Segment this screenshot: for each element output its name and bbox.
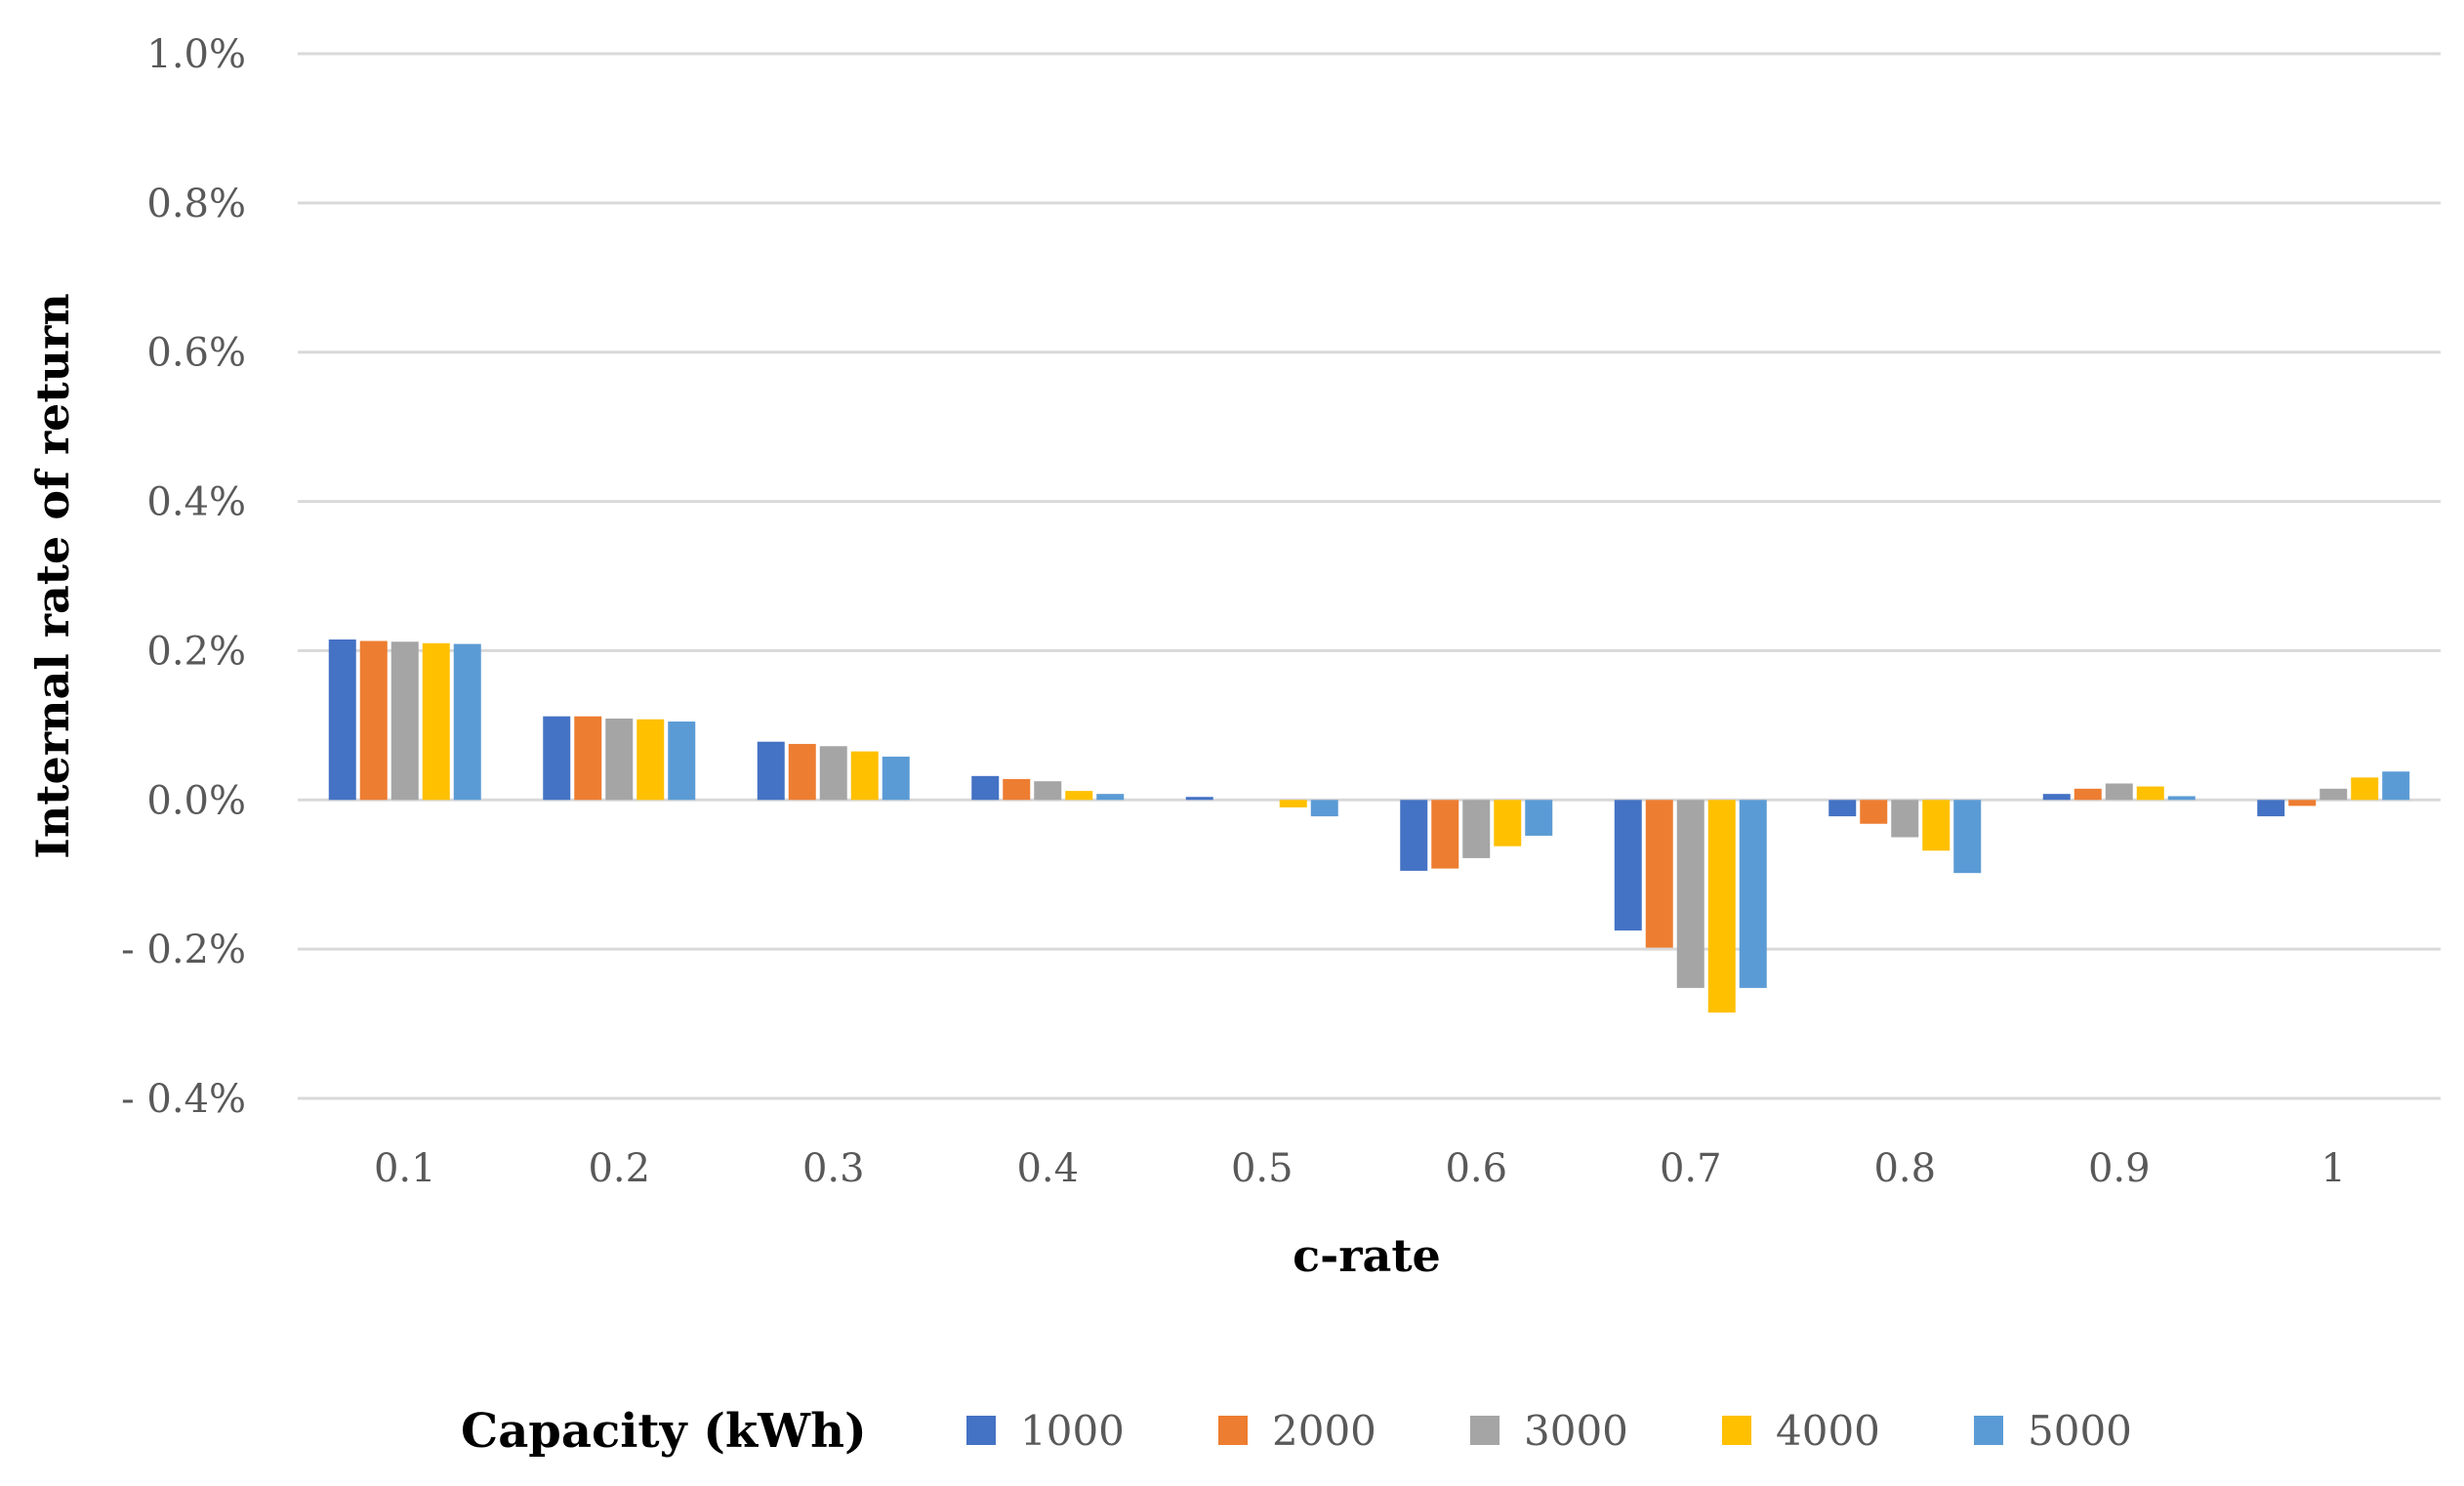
bar-2000-0.1	[359, 640, 388, 801]
bar-2000-0.2	[574, 716, 602, 801]
legend-label-4000: 4000	[1776, 1407, 1880, 1455]
bar-4000-0.8	[1922, 800, 1951, 851]
bar-4000-1	[2351, 777, 2379, 801]
bar-3000-0.3	[819, 746, 847, 801]
y-tick-label: 0.8%	[146, 182, 246, 227]
bars	[328, 639, 2410, 1013]
x-tick-labels: 0.1 0.2 0.3 0.4 0.5 0.6 0.7 0.8 0.9 1	[374, 1146, 2346, 1191]
bar-5000-0.5	[1310, 800, 1338, 817]
bar-2000-0.4	[1003, 778, 1031, 801]
x-tick-label: 0.7	[1660, 1146, 1722, 1191]
bar-1000-0.2	[543, 716, 571, 801]
bar-5000-0.7	[1739, 800, 1767, 988]
gridlines	[298, 52, 2441, 1100]
bar-1000-0.1	[328, 639, 356, 801]
bar-5000-1	[2382, 771, 2410, 801]
bar-4000-0.4	[1065, 791, 1093, 801]
bar-4000-0.6	[1494, 800, 1522, 846]
bar-3000-0.6	[1462, 800, 1491, 858]
bar-4000-0.5	[1279, 800, 1307, 807]
bar-2000-1	[2288, 800, 2317, 806]
y-tick-label: 0.0%	[146, 778, 246, 823]
y-tick-label: - 0.2%	[121, 928, 246, 972]
x-tick-label: 0.6	[1445, 1146, 1507, 1191]
y-tick-labels: 1.0% 0.8% 0.6% 0.4% 0.2% 0.0% - 0.2% - 0.4%	[121, 32, 246, 1122]
bar-1000-0.4	[971, 775, 1000, 801]
bar-1000-0.3	[757, 741, 785, 801]
y-tick-label: 0.4%	[146, 480, 246, 525]
legend-swatch-2000	[1218, 1416, 1248, 1445]
x-tick-label: 0.8	[1873, 1146, 1936, 1191]
bar-3000-0.8	[1891, 800, 1919, 838]
bar-3000-0.1	[390, 641, 419, 801]
bar-4000-0.7	[1707, 800, 1736, 1013]
legend: Capacity (kWh) 1000 2000 3000 4000 5000	[461, 1404, 2132, 1459]
bar-2000-0.6	[1431, 800, 1459, 869]
bar-5000-0.4	[1096, 794, 1125, 801]
x-tick-label: 0.4	[1016, 1146, 1079, 1191]
bar-4000-0.3	[850, 751, 879, 801]
bar-5000-0.8	[1953, 800, 1982, 874]
legend-swatch-4000	[1722, 1416, 1751, 1445]
legend-swatch-1000	[966, 1416, 996, 1445]
bar-1000-0.8	[1828, 800, 1857, 817]
x-axis-title: c-rate	[1293, 1229, 1441, 1282]
x-tick-label: 0.2	[588, 1146, 650, 1191]
y-tick-label: 1.0%	[146, 32, 246, 77]
bar-4000-0.9	[2136, 786, 2164, 801]
legend-label-5000: 5000	[2028, 1407, 2132, 1455]
y-tick-label: 0.2%	[146, 629, 246, 674]
bar-5000-0.2	[668, 722, 696, 801]
bar-1000-1	[2257, 800, 2285, 817]
legend-title: Capacity (kWh)	[461, 1404, 867, 1459]
bar-3000-1	[2320, 788, 2348, 801]
bar-1000-0.9	[2042, 794, 2071, 801]
legend-swatch-3000	[1470, 1416, 1499, 1445]
y-tick-label: - 0.4%	[121, 1077, 246, 1122]
legend-label-1000: 1000	[1020, 1407, 1125, 1455]
y-tick-label: 0.6%	[146, 331, 246, 376]
bar-1000-0.7	[1614, 800, 1642, 931]
bar-2000-0.7	[1645, 800, 1673, 948]
legend-label-3000: 3000	[1524, 1407, 1628, 1455]
x-tick-label: 0.9	[2088, 1146, 2151, 1191]
x-tick-label: 0.1	[374, 1146, 436, 1191]
bar-4000-0.1	[422, 642, 450, 801]
bar-5000-0.6	[1525, 800, 1553, 836]
bar-3000-0.2	[605, 718, 634, 801]
bar-5000-0.3	[882, 756, 910, 801]
x-tick-label: 1	[2321, 1146, 2346, 1191]
bar-2000-0.3	[788, 743, 816, 801]
bar-3000-0.7	[1676, 800, 1704, 988]
legend-label-2000: 2000	[1272, 1407, 1376, 1455]
bar-1000-0.6	[1400, 800, 1428, 871]
bar-5000-0.1	[453, 643, 481, 801]
bar-2000-0.8	[1860, 800, 1888, 824]
bar-3000-0.9	[2105, 783, 2133, 801]
bar-3000-0.4	[1034, 781, 1062, 801]
bar-2000-0.9	[2074, 788, 2102, 801]
bar-4000-0.2	[637, 719, 665, 801]
x-tick-label: 0.3	[802, 1146, 865, 1191]
bar-1000-0.5	[1185, 797, 1213, 801]
legend-swatch-5000	[1974, 1416, 2003, 1445]
bar-5000-0.9	[2167, 796, 2196, 801]
y-axis-title: Internal rate of return	[26, 293, 79, 858]
x-tick-label: 0.5	[1231, 1146, 1294, 1191]
